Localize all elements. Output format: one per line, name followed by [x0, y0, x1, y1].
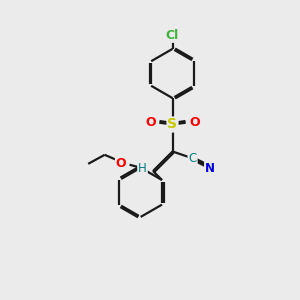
Text: O: O [189, 116, 200, 129]
Text: N: N [205, 161, 215, 175]
Text: S: S [167, 118, 178, 131]
Text: O: O [145, 116, 156, 129]
Text: H: H [138, 161, 147, 175]
Text: Cl: Cl [166, 29, 179, 42]
Text: C: C [188, 152, 197, 165]
Text: O: O [116, 157, 127, 170]
